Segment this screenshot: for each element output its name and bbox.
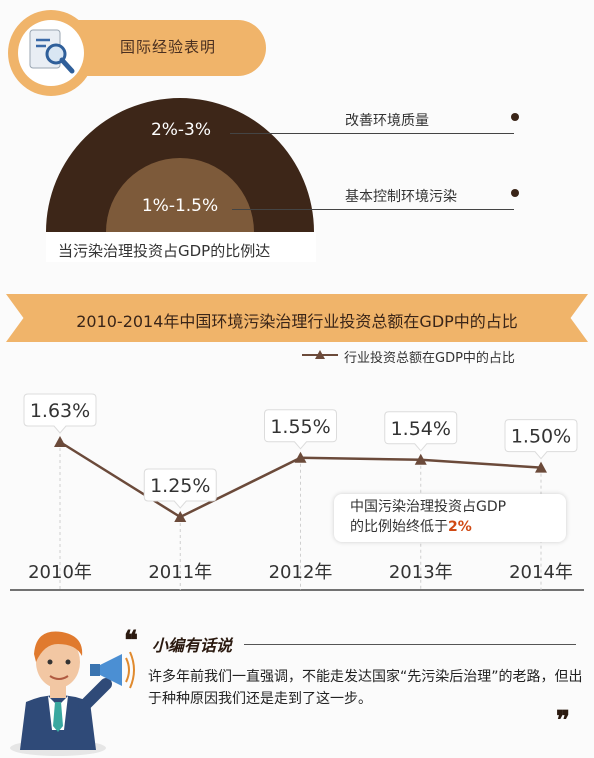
editor-title: 小编有话说 bbox=[152, 636, 233, 655]
inner-note-dot bbox=[511, 189, 519, 197]
legend-label: 行业投资总额在GDP中的占比 bbox=[344, 351, 515, 366]
data-point bbox=[174, 511, 187, 522]
data-point bbox=[294, 451, 307, 463]
callout-box bbox=[334, 494, 566, 542]
data-point bbox=[414, 453, 427, 465]
data-label-bubble bbox=[384, 411, 458, 452]
x-tick-label: 2013年 bbox=[389, 562, 453, 583]
outer-range-label: 2%-3% bbox=[150, 120, 212, 140]
data-label-bubble bbox=[264, 409, 337, 450]
data-label: 1.25% bbox=[150, 475, 210, 497]
data-label: 1.54% bbox=[391, 418, 451, 440]
data-label-bubble bbox=[504, 419, 578, 460]
data-label-bubble bbox=[143, 468, 217, 509]
inner-semicircle bbox=[106, 158, 254, 232]
line-chart: 1.63% 2010年 1.25% 2011年 1.55% 2012年 1.54% 2013年… bbox=[10, 393, 584, 591]
data-label: 1.50% bbox=[511, 426, 571, 448]
x-tick-label: 2010年 bbox=[28, 562, 92, 583]
quote-close-icon: ❞ bbox=[556, 706, 570, 736]
outer-note-line bbox=[230, 133, 514, 134]
outer-note: 改善环境质量 bbox=[345, 113, 429, 129]
outer-note-dot bbox=[511, 113, 519, 121]
legend-marker bbox=[302, 350, 338, 359]
x-tick-label: 2012年 bbox=[269, 562, 333, 583]
caption-box bbox=[46, 232, 316, 262]
callout-line2-prefix: 的比例始终低于 bbox=[350, 519, 448, 535]
data-point bbox=[535, 461, 547, 473]
magnifier-document-icon bbox=[29, 29, 75, 74]
data-label: 1.55% bbox=[270, 416, 330, 438]
callout-highlight: 2% bbox=[448, 519, 472, 535]
inner-note: 基本控制环境污染 bbox=[345, 189, 457, 205]
section1-title: 国际经验表明 bbox=[120, 38, 217, 56]
data-label: 1.63% bbox=[30, 400, 90, 422]
section2-banner bbox=[6, 294, 588, 342]
editor-avatar bbox=[10, 631, 135, 756]
callout-text: 中国污染治理投资占GDP 的比例始终低于2% bbox=[350, 497, 506, 537]
data-label-bubble bbox=[23, 393, 97, 434]
inner-note-line bbox=[232, 209, 514, 210]
x-tick-label: 2014年 bbox=[509, 562, 573, 583]
section2-title: 2010-2014年中国环境污染治理行业投资总额在GDP中的占比 bbox=[76, 312, 518, 331]
section1-caption: 当污染治理投资占GDP的比例达 bbox=[58, 242, 271, 260]
semicircle-diagram bbox=[46, 98, 316, 262]
editor-body: 许多年前我们一直强调，不能走发达国家“先污染后治理”的老路，但出于种种原因我们还… bbox=[148, 669, 583, 707]
callout-line1: 中国污染治理投资占GDP bbox=[350, 499, 507, 515]
x-tick-label: 2011年 bbox=[148, 562, 212, 583]
callout-line2: 的比例始终低于2% bbox=[350, 517, 506, 537]
editor-divider bbox=[244, 644, 576, 645]
quote-open-icon: ❝ bbox=[124, 626, 138, 656]
data-point bbox=[54, 436, 66, 447]
inner-range-label: 1%-1.5% bbox=[141, 196, 219, 216]
